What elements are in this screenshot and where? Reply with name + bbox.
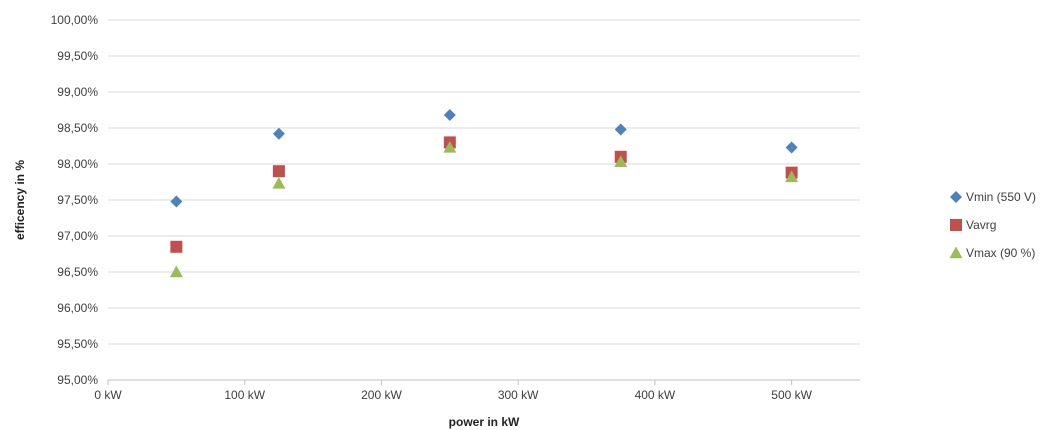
- gridlines: [108, 19, 860, 381]
- x-axis-tick-labels: 0 kW 100 kW 200 kW 300 kW 400 kW 500 kW: [94, 380, 813, 402]
- square-data-point: [170, 240, 183, 253]
- y-tick-label: 96,50%: [57, 265, 98, 279]
- y-tick-label: 99,50%: [57, 49, 98, 63]
- legend-item: Vmax (90 %): [949, 246, 1035, 260]
- x-tick-label: 200 kW: [361, 388, 402, 402]
- data-points: [169, 109, 799, 278]
- legend: Vmin (550 V) Vavrg Vmax (90 %): [949, 190, 1036, 260]
- y-tick-label: 100,00%: [51, 13, 99, 27]
- y-axis-tick-labels: 95,00% 95,50% 96,00% 96,50% 97,00% 97,50% 98,0…: [51, 13, 99, 387]
- y-tick-label: 98,50%: [57, 121, 98, 135]
- legend-triangle-icon: [949, 246, 963, 259]
- legend-item: Vavrg: [950, 218, 996, 232]
- legend-square-icon: [950, 219, 962, 231]
- x-tick-label: 0 kW: [94, 388, 122, 402]
- triangle-data-point: [443, 140, 457, 153]
- diamond-data-point: [443, 109, 456, 122]
- y-axis-title: efficency in %: [13, 160, 27, 240]
- series-1: [170, 136, 798, 253]
- y-tick-label: 98,00%: [57, 157, 98, 171]
- diamond-data-point: [170, 195, 183, 208]
- series-2: [169, 140, 799, 278]
- triangle-data-point: [169, 265, 183, 278]
- triangle-data-point: [785, 170, 799, 183]
- y-tick-label: 96,00%: [57, 301, 98, 315]
- legend-label: Vmax (90 %): [966, 246, 1035, 260]
- triangle-data-point: [614, 155, 628, 168]
- y-tick-label: 99,00%: [57, 85, 98, 99]
- x-tick-label: 400 kW: [635, 388, 676, 402]
- series-0: [170, 109, 798, 208]
- x-tick-label: 500 kW: [771, 388, 812, 402]
- y-tick-label: 95,50%: [57, 337, 98, 351]
- diamond-data-point: [785, 141, 798, 154]
- legend-label: Vavrg: [966, 218, 996, 232]
- x-tick-label: 100 kW: [224, 388, 265, 402]
- y-tick-label: 95,00%: [57, 373, 98, 387]
- legend-label: Vmin (550 V): [966, 190, 1036, 204]
- triangle-data-point: [272, 176, 286, 189]
- x-axis-title: power in kW: [449, 415, 520, 429]
- x-tick-label: 300 kW: [498, 388, 539, 402]
- diamond-data-point: [614, 123, 627, 136]
- y-tick-label: 97,50%: [57, 193, 98, 207]
- y-tick-label: 97,00%: [57, 229, 98, 243]
- legend-diamond-icon: [950, 191, 962, 203]
- square-data-point: [272, 165, 285, 178]
- legend-item: Vmin (550 V): [950, 190, 1036, 204]
- diamond-data-point: [272, 127, 285, 140]
